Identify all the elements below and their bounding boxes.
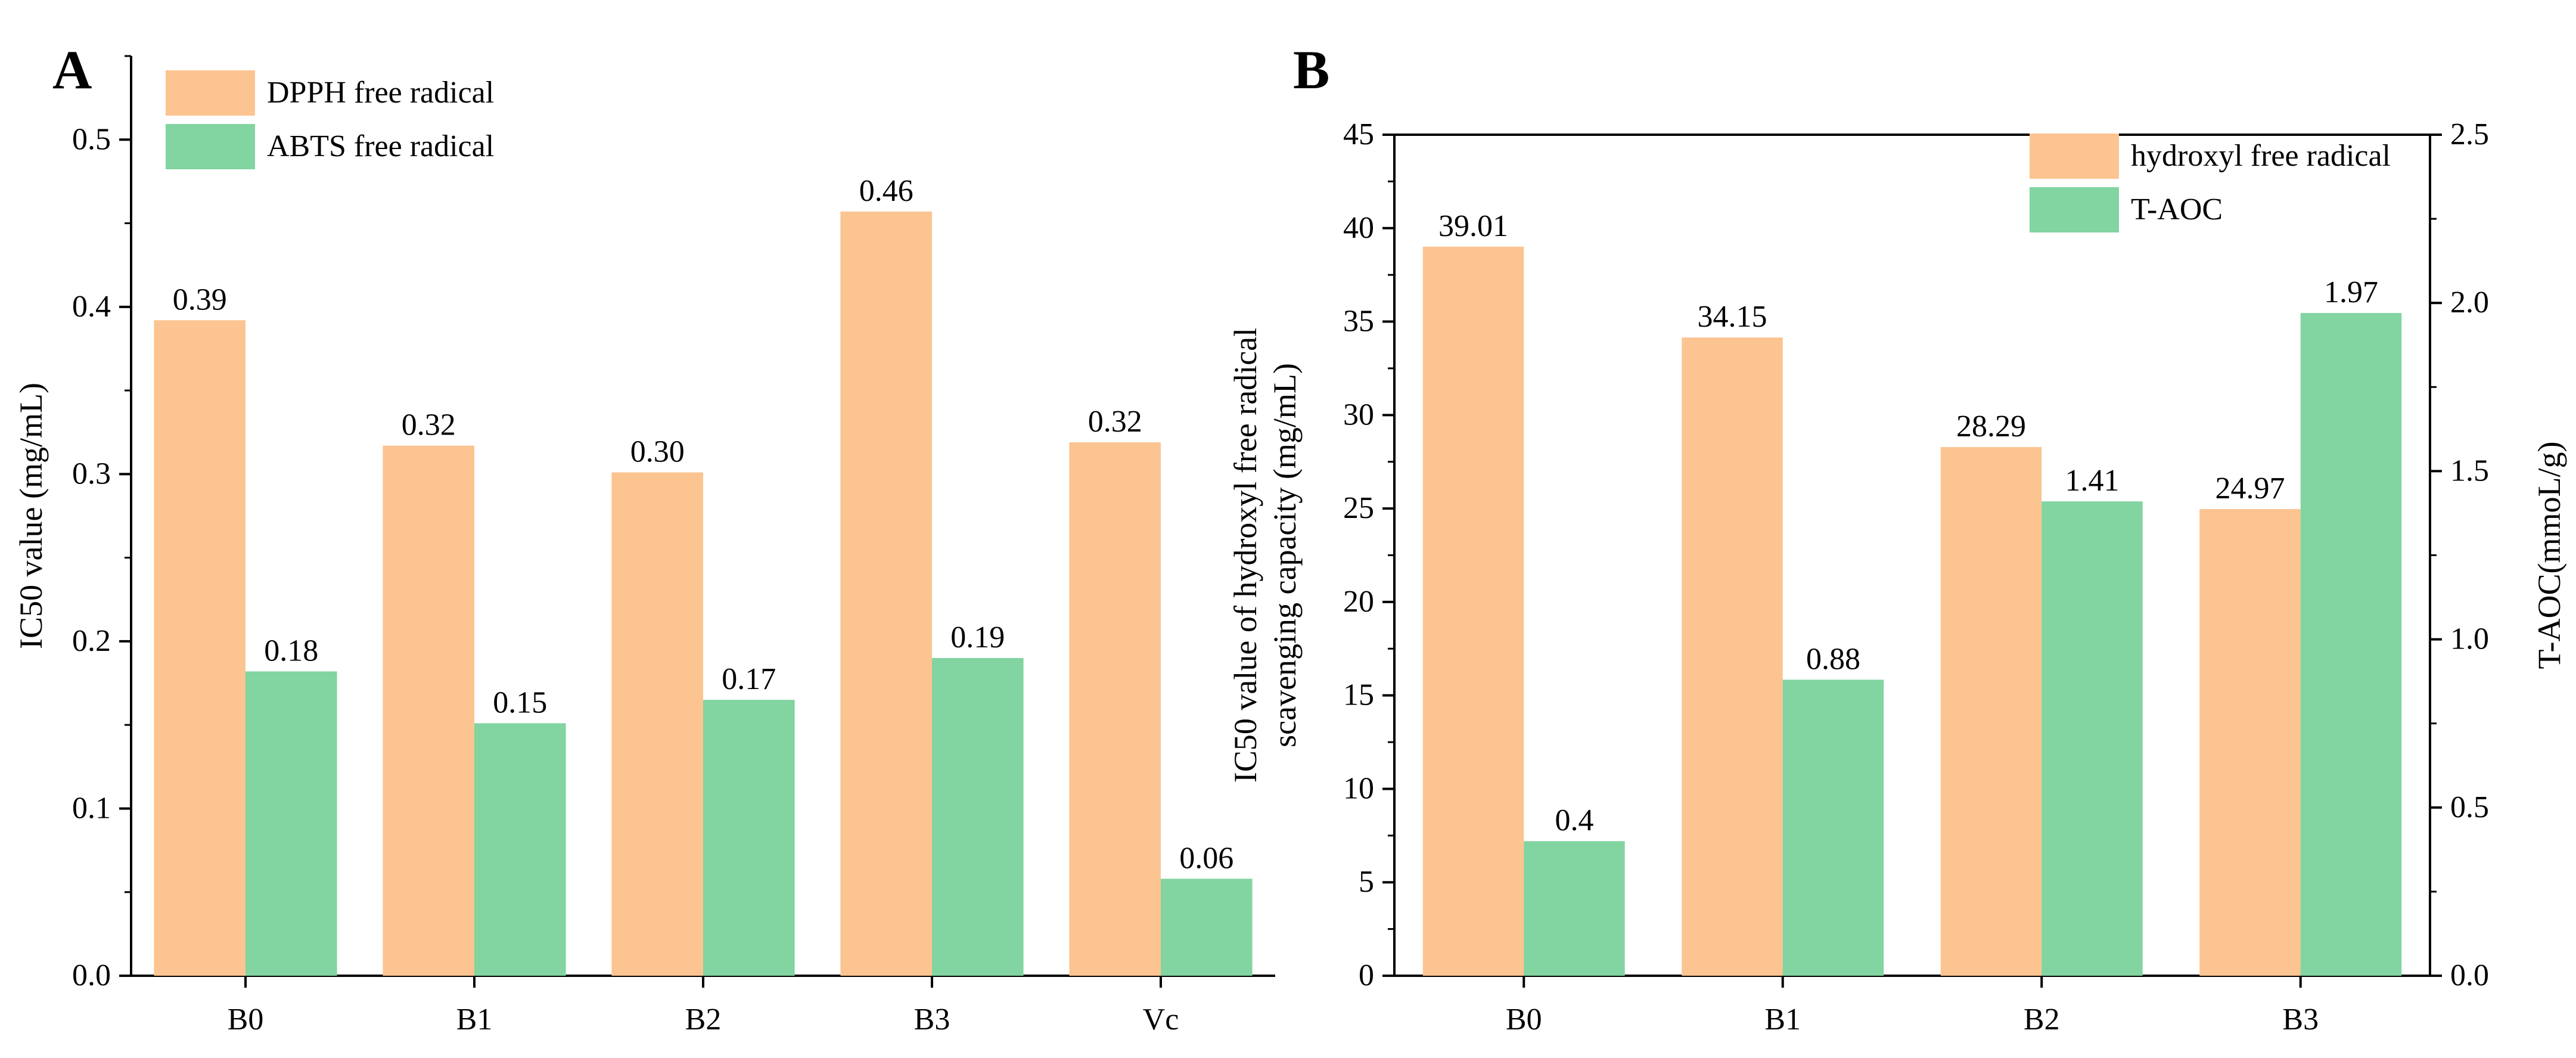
panel-letter: A xyxy=(52,39,92,100)
bar-value-label: 1.97 xyxy=(2324,275,2378,309)
legend-label: DPPH free radical xyxy=(267,76,494,110)
bar-value-label: 0.32 xyxy=(1088,405,1142,439)
bar-value-label: 0.17 xyxy=(722,662,776,696)
y-tick-label: 0.2 xyxy=(72,624,111,658)
legend-label: hydroxyl free radical xyxy=(2131,139,2391,173)
bar xyxy=(1782,680,1884,976)
bar xyxy=(703,700,795,976)
x-tick-label: B3 xyxy=(914,1003,950,1037)
y-tick-label: 15 xyxy=(1343,678,1374,712)
bar xyxy=(1422,246,1524,976)
y-tick-label: 0.5 xyxy=(72,122,111,156)
x-tick-label: B2 xyxy=(685,1003,722,1037)
panel-a-chart: A 0.0 0.1 0.2 0.3 0.4 0.5 B0 0.39 0.18 B1 0.32 0.15 B… xyxy=(13,39,1275,1037)
bar-value-label: 0.06 xyxy=(1179,841,1233,875)
bar xyxy=(1940,446,2042,976)
bar-value-label: 0.32 xyxy=(402,408,456,442)
bar-value-label: 0.18 xyxy=(264,634,318,668)
bar-value-label: 39.01 xyxy=(1438,209,1508,243)
y-tick-label: 35 xyxy=(1343,305,1374,339)
x-tick-label: Vc xyxy=(1143,1003,1179,1037)
x-tick-label: B1 xyxy=(1764,1003,1801,1037)
bar xyxy=(611,472,703,976)
bar-value-label: 0.88 xyxy=(1806,642,1860,676)
bar xyxy=(1161,879,1253,976)
legend-swatch xyxy=(2030,134,2119,179)
right-y-tick-label: 0.5 xyxy=(2450,790,2489,824)
legend-swatch xyxy=(166,70,255,116)
y-tick-label: 0.4 xyxy=(72,290,111,324)
y-axis-title: scavenging capacity (mg/mL) xyxy=(1267,363,1303,747)
bar xyxy=(840,211,932,976)
x-tick-label: B2 xyxy=(2024,1003,2060,1037)
bar-value-label: 0.4 xyxy=(1555,803,1593,837)
legend-swatch xyxy=(2030,187,2119,232)
bar-value-label: 1.41 xyxy=(2065,464,2119,498)
y-tick-label: 30 xyxy=(1343,398,1374,432)
y-tick-label: 5 xyxy=(1359,865,1374,899)
bar-value-label: 0.46 xyxy=(859,174,913,208)
y-tick-label: 20 xyxy=(1343,585,1374,619)
y-axis-title: IC50 value (mg/mL) xyxy=(13,383,49,649)
bar xyxy=(932,657,1024,976)
y-tick-label: 10 xyxy=(1343,771,1374,805)
bar-value-label: 28.29 xyxy=(1956,409,2026,443)
bar xyxy=(246,671,337,976)
right-y-tick-label: 1.0 xyxy=(2450,622,2489,656)
panel-b-chart: B0510152025303540450.00.51.01.52.02.5B03… xyxy=(1228,39,2567,1037)
y-tick-label: 0.1 xyxy=(72,791,111,825)
y-tick-label: 0.3 xyxy=(72,457,111,491)
bar xyxy=(474,723,566,976)
bar xyxy=(154,320,246,976)
y-tick-label: 25 xyxy=(1343,491,1374,525)
right-y-tick-label: 0.0 xyxy=(2450,958,2489,992)
legend-swatch xyxy=(166,124,255,169)
bar-value-label: 0.15 xyxy=(493,685,547,719)
x-tick-label: B0 xyxy=(228,1003,264,1037)
bar xyxy=(2041,501,2143,976)
bar-value-label: 34.15 xyxy=(1698,300,1767,334)
right-y-tick-label: 1.5 xyxy=(2450,454,2489,488)
bar xyxy=(1682,337,1783,976)
x-tick-label: B1 xyxy=(456,1003,493,1037)
right-y-tick-label: 2.0 xyxy=(2450,286,2489,319)
bar-value-label: 0.19 xyxy=(950,620,1005,654)
right-y-tick-label: 2.5 xyxy=(2450,117,2489,151)
bar xyxy=(1524,841,1625,976)
bar xyxy=(1069,442,1161,976)
bar-value-label: 0.30 xyxy=(630,435,685,469)
y-axis-title: IC50 value of hydroxyl free radical xyxy=(1228,328,1263,783)
panel-letter: B xyxy=(1293,39,1329,100)
right-y-axis-title: T-AOC(mmoL/g) xyxy=(2531,442,2567,669)
x-tick-label: B3 xyxy=(2282,1003,2319,1037)
bar xyxy=(383,445,474,976)
bar xyxy=(2300,313,2402,976)
bar-value-label: 0.39 xyxy=(173,283,227,317)
y-tick-label: 0.0 xyxy=(72,958,111,992)
y-tick-label: 0 xyxy=(1359,958,1374,992)
y-tick-label: 45 xyxy=(1343,117,1374,151)
x-tick-label: B0 xyxy=(1506,1003,1542,1037)
legend-label: T-AOC xyxy=(2131,193,2223,227)
bar-value-label: 24.97 xyxy=(2215,471,2285,505)
y-tick-label: 40 xyxy=(1343,211,1374,245)
bar xyxy=(2199,509,2301,976)
legend-label: ABTS free radical xyxy=(267,129,494,163)
